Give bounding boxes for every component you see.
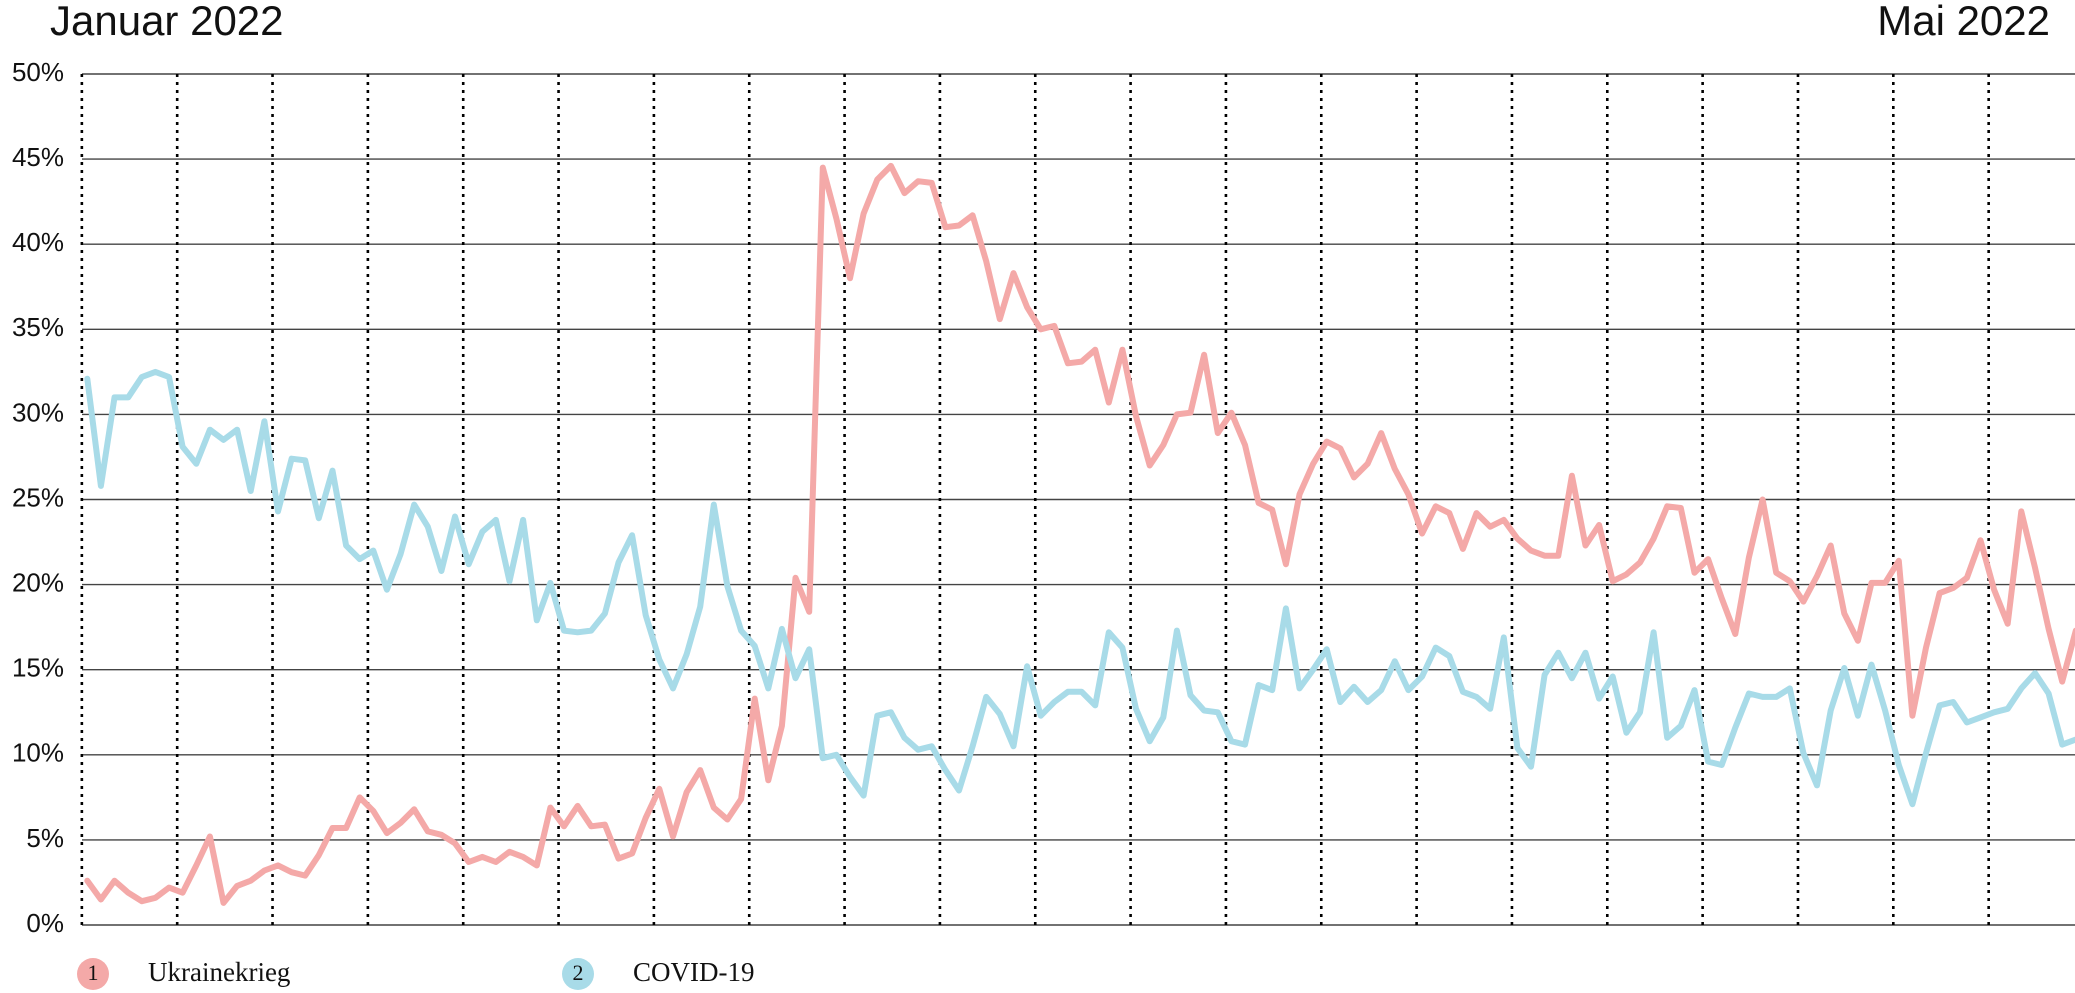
y-tick-label: 10%: [12, 738, 64, 768]
y-tick-label: 5%: [26, 823, 64, 853]
y-tick-label: 40%: [12, 227, 64, 257]
legend-label: COVID-19: [633, 957, 755, 987]
y-tick-label: 25%: [12, 482, 64, 512]
y-tick-label: 20%: [12, 567, 64, 597]
y-tick-label: 30%: [12, 397, 64, 427]
series-line: [84, 162, 2075, 906]
legend-swatch: [77, 958, 109, 990]
y-tick-label: 15%: [12, 653, 64, 683]
y-tick-label: 45%: [12, 142, 64, 172]
legend-swatch: [562, 958, 594, 990]
y-tick-label: 35%: [12, 312, 64, 342]
start-label: Januar 2022: [50, 0, 284, 44]
series-line: [84, 368, 2075, 808]
end-label: Mai 2022: [1877, 0, 2050, 44]
legend-label: Ukrainekrieg: [148, 957, 290, 987]
legend-badge: 1: [88, 960, 99, 985]
y-tick-label: 50%: [12, 57, 64, 87]
y-tick-label: 0%: [26, 908, 64, 938]
legend-badge: 2: [573, 960, 584, 985]
